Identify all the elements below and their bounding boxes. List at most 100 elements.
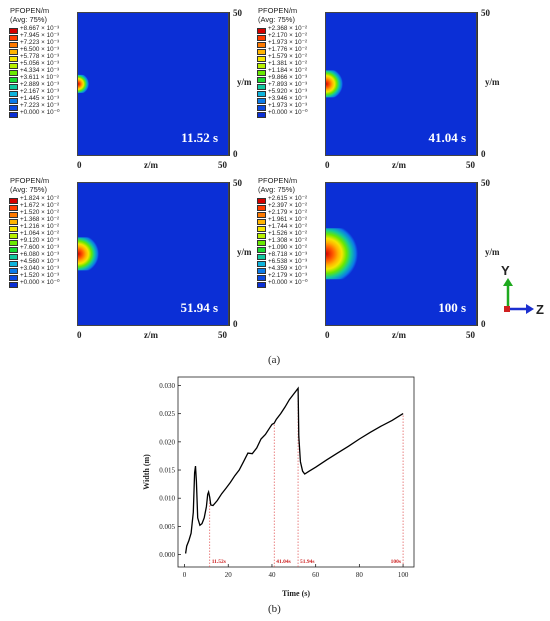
y-axis-line [477, 182, 478, 326]
legend-value: +1.520 × 10⁻² [20, 209, 60, 216]
legend-value: +5.778 × 10⁻³ [20, 53, 60, 60]
legend-swatch [257, 42, 266, 48]
legend-swatch [9, 219, 18, 225]
legend-swatch [257, 247, 266, 253]
contour-field: 51.94 s [77, 182, 229, 326]
legend-swatch [257, 275, 266, 281]
legend-value: +6.538 × 10⁻³ [268, 258, 308, 265]
legend-swatch [257, 105, 266, 111]
legend-swatch [9, 56, 18, 62]
y-axis-label: y/m [237, 77, 252, 87]
legend-value: +1.526 × 10⁻² [268, 230, 308, 237]
time-label: 51.94 s [180, 300, 218, 315]
legend-swatch [9, 268, 18, 274]
legend-swatch [257, 219, 266, 225]
x-tick-label: 0 [183, 571, 187, 579]
legend-swatch [9, 240, 18, 246]
legend-value: +4.560 × 10⁻³ [20, 258, 60, 265]
y-tick-label: 0.000 [159, 551, 175, 559]
legend-swatch [9, 282, 18, 288]
legend-value: +2.179 × 10⁻² [268, 209, 308, 216]
y-axis-label: Width (m) [142, 454, 151, 490]
legend-value: +2.615 × 10⁻² [268, 195, 308, 202]
legend-title: PFOPEN/m [258, 176, 298, 185]
legend-value: +3.946 × 10⁻³ [268, 95, 308, 102]
legend-swatch [257, 77, 266, 83]
contour-field: 41.04 s [325, 12, 477, 156]
legend-value: +5.056 × 10⁻³ [20, 60, 60, 67]
legend-value: +2.397 × 10⁻² [268, 202, 308, 209]
legend-value: +8.718 × 10⁻³ [268, 251, 308, 258]
legend-swatch [257, 198, 266, 204]
y-tick-label: 0.020 [159, 438, 175, 446]
legend-swatch [9, 28, 18, 34]
y-max-label: 50 [233, 178, 242, 188]
z-max-label: 50 [218, 330, 227, 340]
legend-swatch [9, 35, 18, 41]
z-max-label: 50 [218, 160, 227, 170]
legend-swatch [257, 28, 266, 34]
legend-swatch [257, 35, 266, 41]
legend-title: PFOPEN/m [10, 176, 50, 185]
y-max-label: 50 [481, 178, 490, 188]
y-arrow-icon [503, 278, 513, 286]
legend-swatch [9, 105, 18, 111]
z-axis-label: z/m [144, 160, 158, 170]
fracture-plume [326, 228, 359, 280]
z-max-label: 50 [466, 330, 475, 340]
legend-swatch [9, 205, 18, 211]
legend-swatch [9, 233, 18, 239]
time-label: 41.04 s [428, 130, 466, 145]
fracture-plume [78, 237, 99, 271]
legend-swatch [257, 49, 266, 55]
fracture-plume [326, 70, 343, 98]
legend-swatch [257, 205, 266, 211]
legend-swatch [257, 254, 266, 260]
legend-value: +1.368 × 10⁻² [20, 216, 60, 223]
legend-value: +2.179 × 10⁻³ [268, 272, 308, 279]
legend-subtitle: (Avg: 75%) [10, 185, 47, 194]
legend-value: +1.973 × 10⁻³ [268, 102, 308, 109]
contour-panel-1: PFOPEN/m (Avg: 75%) +8.667 × 10⁻³ +7.945 … [4, 6, 274, 176]
legend-swatch [9, 254, 18, 260]
legend-value: +7.223 × 10⁻³ [20, 102, 60, 109]
legend-value: +6.080 × 10⁻³ [20, 251, 60, 258]
z-axis-label: z/m [144, 330, 158, 340]
legend-swatch [9, 261, 18, 267]
z-max-label: 50 [466, 160, 475, 170]
y-tick-label: 0.025 [159, 410, 175, 418]
legend-value: +1.824 × 10⁻² [20, 195, 60, 202]
legend-value: +2.170 × 10⁻² [268, 32, 308, 39]
z-min-label: 0 [77, 160, 82, 170]
legend-value: +1.961 × 10⁻² [268, 216, 308, 223]
legend-value: +6.500 × 10⁻³ [20, 46, 60, 53]
contour-panel-3: PFOPEN/m (Avg: 75%) +1.824 × 10⁻² +1.672 … [4, 176, 274, 346]
contour-field: 100 s [325, 182, 477, 326]
legend-swatch [9, 77, 18, 83]
legend-value: +7.600 × 10⁻³ [20, 244, 60, 251]
triad-y-label: Y [501, 263, 510, 278]
legend-swatch [9, 226, 18, 232]
legend-value: +2.368 × 10⁻² [268, 25, 308, 32]
legend-swatch [257, 84, 266, 90]
series-width-line [184, 386, 404, 554]
legend-swatch [257, 226, 266, 232]
y-tick-label: 0.030 [159, 382, 175, 390]
legend-value: +0.000 × 10⁻⁰ [268, 109, 308, 116]
legend-subtitle: (Avg: 75%) [258, 15, 295, 24]
z-arrow-icon [526, 304, 534, 314]
legend-swatch [257, 56, 266, 62]
legend-value: +7.893 × 10⁻³ [268, 81, 308, 88]
legend-value: +1.308 × 10⁻² [268, 237, 308, 244]
legend-value: +4.334 × 10⁻³ [20, 67, 60, 74]
y-max-label: 50 [481, 8, 490, 18]
legend-swatch [9, 98, 18, 104]
y-axis-label: y/m [237, 247, 252, 257]
legend-value: +1.184 × 10⁻² [268, 67, 308, 74]
y-min-label: 0 [233, 149, 238, 159]
time-marker-label: 100s [391, 559, 401, 565]
legend-swatch [9, 212, 18, 218]
x-tick-label: 100 [398, 571, 409, 579]
legend-subtitle: (Avg: 75%) [258, 185, 295, 194]
legend-value: +1.090 × 10⁻² [268, 244, 308, 251]
